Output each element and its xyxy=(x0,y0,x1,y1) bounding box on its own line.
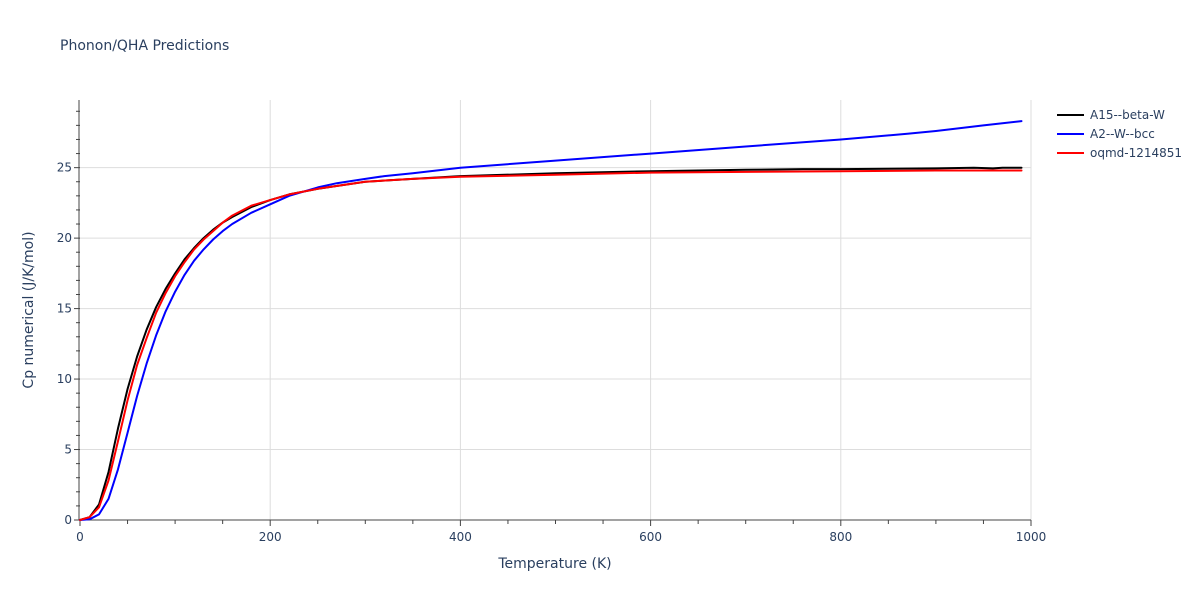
x-tick-label: 600 xyxy=(639,530,662,544)
ticks: 0 200 400 600 800 1000 0 5 10 15 20 25 xyxy=(57,110,1047,544)
legend-label: oqmd-1214851 xyxy=(1090,146,1182,160)
chart-title: Phonon/QHA Predictions xyxy=(60,38,229,54)
x-tick-label: 400 xyxy=(449,530,472,544)
y-tick-label: 5 xyxy=(64,443,72,457)
x-tick-label: 0 xyxy=(76,530,84,544)
y-tick-label: 15 xyxy=(57,302,72,316)
y-tick-label: 10 xyxy=(57,372,72,386)
legend-label: A15--beta-W xyxy=(1090,108,1165,122)
legend: A15--beta-W A2--W--bcc oqmd-1214851 xyxy=(1057,108,1182,160)
y-tick-label: 0 xyxy=(64,513,72,527)
x-axis-title: Temperature (K) xyxy=(497,556,611,572)
y-tick-label: 25 xyxy=(57,161,72,175)
series-line-1 xyxy=(79,120,1023,521)
y-tick-label: 20 xyxy=(57,231,72,245)
x-tick-label: 200 xyxy=(259,530,282,544)
legend-label: A2--W--bcc xyxy=(1090,127,1155,141)
x-tick-label: 800 xyxy=(829,530,852,544)
grid xyxy=(80,100,1032,520)
x-tick-label: 1000 xyxy=(1016,530,1047,544)
series xyxy=(79,120,1023,521)
series-line-0 xyxy=(79,166,1023,521)
y-axis-title: Cp numerical (J/K/mol) xyxy=(21,231,37,388)
series-line-2 xyxy=(79,169,1023,521)
